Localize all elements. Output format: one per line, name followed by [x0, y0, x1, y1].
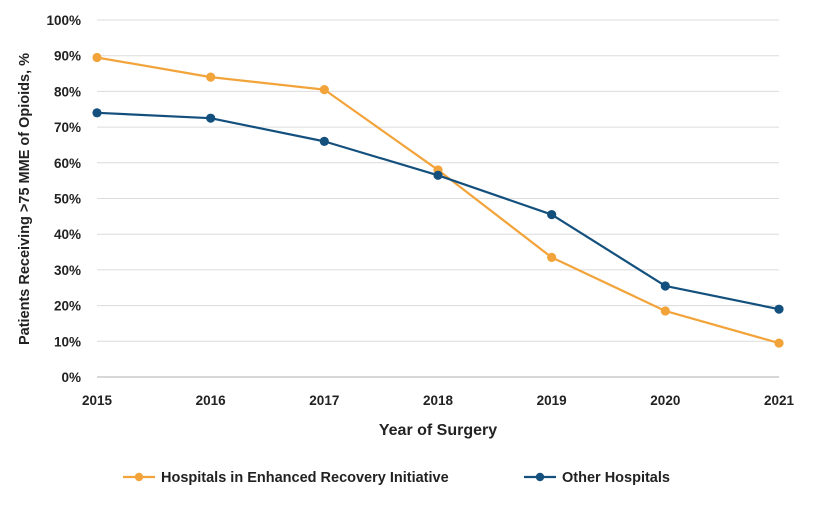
- y-tick-label: 40%: [54, 227, 81, 242]
- y-tick-label: 90%: [54, 49, 81, 64]
- x-tick-label: 2016: [196, 393, 227, 408]
- legend-item: Other Hospitals: [524, 470, 670, 486]
- axes: 0% 10% 20% 30% 40% 50% 60% 70% 80% 90% 100% 2015 201…: [46, 13, 794, 408]
- gridlines: [97, 19, 779, 342]
- series-2: [92, 108, 784, 314]
- x-tick-label: 2017: [309, 393, 339, 408]
- data-point: [206, 72, 216, 82]
- series-1: [92, 52, 784, 348]
- x-tick-label: 2018: [423, 393, 454, 408]
- x-tick-label: 2015: [82, 393, 113, 408]
- data-point: [547, 209, 557, 220]
- x-tick-label: 2020: [650, 393, 680, 408]
- legend-swatch-marker: [535, 472, 545, 482]
- data-point: [92, 108, 102, 118]
- y-tick-label: 70%: [54, 120, 81, 135]
- y-tick-label: 30%: [54, 263, 81, 278]
- y-tick-label: 50%: [54, 192, 81, 207]
- legend: Hospitals in Enhanced Recovery Initiativ…: [123, 470, 670, 486]
- data-point: [206, 113, 216, 123]
- legend-label: Hospitals in Enhanced Recovery Initiativ…: [161, 470, 449, 486]
- y-tick-label: 0%: [61, 370, 81, 385]
- y-tick-label: 80%: [54, 84, 81, 99]
- series-line: [96, 111, 780, 311]
- data-point: [660, 306, 670, 316]
- y-tick-label: 100%: [46, 13, 81, 28]
- legend-label: Other Hospitals: [562, 470, 670, 486]
- legend-item: Hospitals in Enhanced Recovery Initiativ…: [123, 470, 449, 486]
- series-line: [96, 56, 780, 345]
- data-point: [319, 136, 329, 146]
- data-point: [774, 304, 784, 314]
- y-tick-label: 20%: [54, 299, 81, 314]
- data-point: [319, 85, 329, 95]
- y-tick-label: 10%: [54, 334, 81, 349]
- x-tick-label: 2021: [764, 393, 795, 408]
- y-axis-label: Patients Receiving >75 MME of Opioids, %: [17, 53, 33, 345]
- x-axis-label: Year of Surgery: [379, 422, 497, 439]
- data-point: [547, 252, 557, 263]
- data-point: [433, 170, 443, 180]
- data-point: [774, 338, 784, 348]
- legend-swatch-marker: [134, 472, 144, 482]
- y-tick-label: 60%: [54, 156, 81, 171]
- data-point: [660, 281, 670, 291]
- series-lines: [92, 52, 784, 348]
- data-point: [92, 52, 102, 63]
- x-tick-label: 2019: [537, 393, 567, 408]
